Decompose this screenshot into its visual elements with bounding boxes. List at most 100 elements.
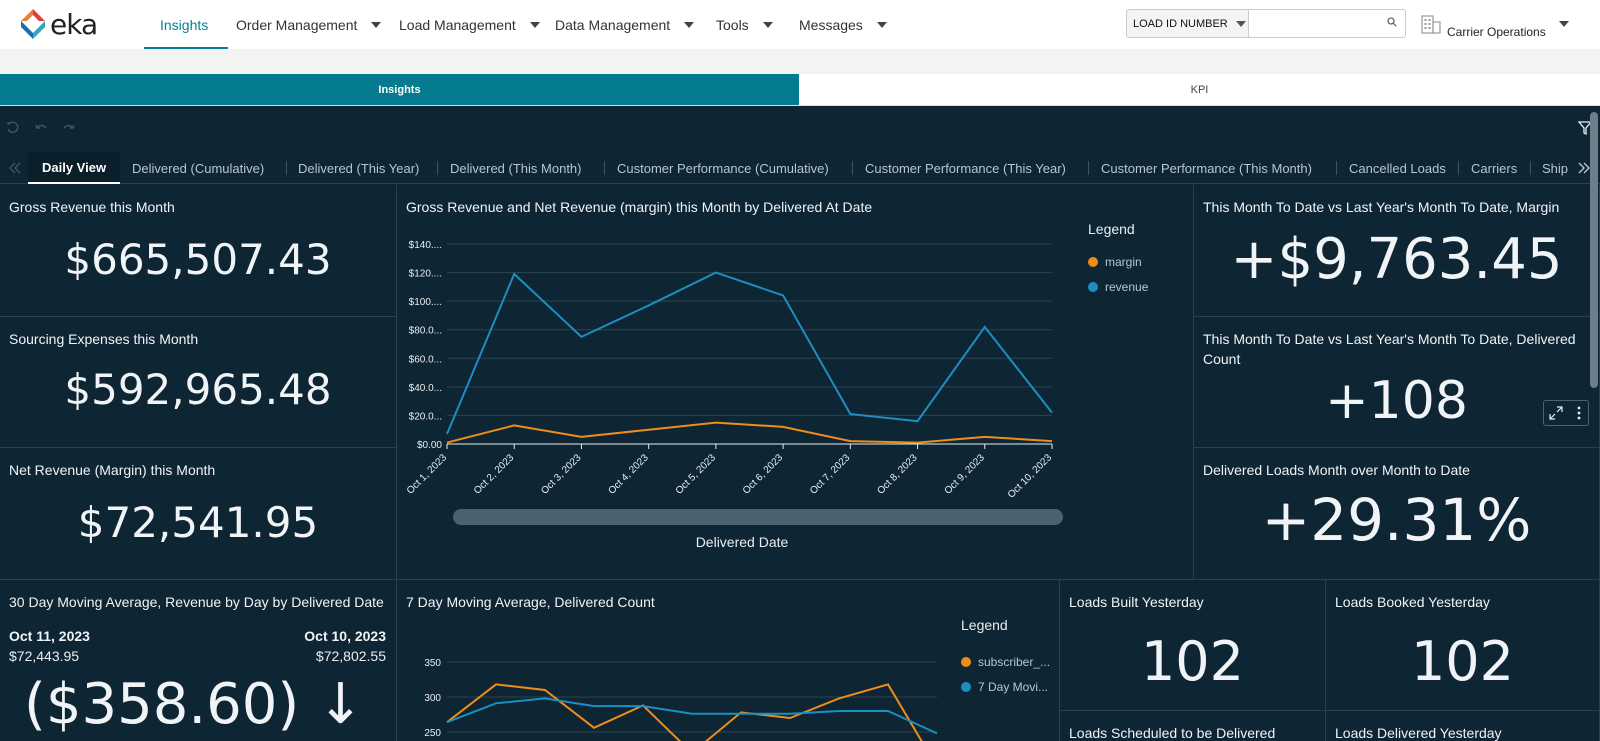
sheet-tab-customer-this-year[interactable]: Customer Performance (This Year) bbox=[865, 160, 1066, 176]
y-tick-label: $40.0... bbox=[409, 383, 442, 394]
kpi-loads-scheduled[interactable]: Loads Scheduled to be Delivered bbox=[1060, 711, 1326, 741]
sheet-tab-delivered-cumulative[interactable]: Delivered (Cumulative) bbox=[132, 160, 265, 176]
kpi-net-revenue[interactable]: Net Revenue (Margin) this Month $72,541.… bbox=[0, 448, 397, 580]
chevrons-right-icon[interactable] bbox=[1576, 160, 1592, 176]
sheet-tab-ship[interactable]: Ship bbox=[1542, 160, 1569, 176]
moving-average-revenue[interactable]: 30 Day Moving Average, Revenue by Day by… bbox=[0, 580, 397, 741]
dashboard: Daily View Delivered (Cumulative) Delive… bbox=[0, 106, 1600, 741]
tab-kpi[interactable]: KPI bbox=[799, 74, 1600, 105]
nav-order-management-label: Order Management bbox=[236, 16, 358, 33]
expand-icon[interactable] bbox=[1549, 406, 1563, 420]
sheet-tab-delivered-this-year[interactable]: Delivered (This Year) bbox=[298, 160, 420, 176]
legend-label: margin bbox=[1105, 255, 1142, 269]
chart-title: 7 Day Moving Average, Delivered Count bbox=[406, 594, 655, 610]
tab-insights[interactable]: Insights bbox=[0, 74, 799, 105]
kpi-title: Loads Built Yesterday bbox=[1069, 594, 1204, 610]
eka-logo[interactable]: eka bbox=[20, 6, 110, 42]
kpi-loads-built[interactable]: Loads Built Yesterday 102 bbox=[1060, 580, 1326, 711]
sheet-tab-daily-view[interactable]: Daily View bbox=[28, 152, 121, 184]
y-tick-label: $140.... bbox=[409, 240, 442, 251]
tab-divider bbox=[1336, 161, 1337, 175]
x-axis-label: Delivered Date bbox=[695, 534, 789, 550]
nav-load-management[interactable]: Load Management bbox=[399, 0, 540, 49]
kpi-mtd-margin[interactable]: This Month To Date vs Last Year's Month … bbox=[1194, 185, 1600, 317]
kpi-title: This Month To Date vs Last Year's Month … bbox=[1203, 331, 1576, 367]
nav-data-management-label: Data Management bbox=[555, 16, 671, 33]
legend-item-subscriber[interactable]: subscriber_... bbox=[961, 655, 1050, 669]
kpi-value: $665,507.43 bbox=[64, 235, 332, 284]
undo-step-icon[interactable] bbox=[33, 120, 49, 136]
kpi-value: $72,541.95 bbox=[77, 498, 319, 547]
chart-range-slider[interactable] bbox=[453, 509, 1063, 525]
chart-7day-moving-average[interactable]: 7 Day Moving Average, Delivered Count 25… bbox=[397, 580, 1060, 741]
sheet-tab-cancelled-loads[interactable]: Cancelled Loads bbox=[1349, 160, 1446, 176]
chevron-down-icon[interactable] bbox=[1559, 21, 1569, 27]
kpi-sourcing-expenses[interactable]: Sourcing Expenses this Month $592,965.48 bbox=[0, 317, 397, 448]
kpi-mtd-delivered-count[interactable]: This Month To Date vs Last Year's Month … bbox=[1194, 317, 1600, 448]
kpi-value: $592,965.48 bbox=[64, 365, 332, 414]
search-input[interactable] bbox=[1249, 9, 1406, 38]
delta-value: ($358.60) ↓ bbox=[24, 672, 364, 737]
series-line-margin bbox=[446, 421, 1053, 444]
kpi-loads-delivered-yesterday[interactable]: Loads Delivered Yesterday bbox=[1326, 711, 1600, 741]
kpi-value: +108 bbox=[1325, 371, 1468, 431]
redo-icon[interactable] bbox=[61, 120, 77, 136]
sheet-tab-delivered-this-month[interactable]: Delivered (This Month) bbox=[450, 160, 582, 176]
search-type-select[interactable]: LOAD ID NUMBER bbox=[1126, 9, 1249, 38]
legend-dot bbox=[961, 657, 971, 667]
kpi-title: This Month To Date vs Last Year's Month … bbox=[1203, 199, 1560, 215]
x-tick-label: Oct 7, 2023 bbox=[808, 452, 853, 497]
tab-divider bbox=[1530, 161, 1531, 175]
x-tick-label: Oct 5, 2023 bbox=[674, 452, 719, 497]
undo-icon[interactable] bbox=[5, 120, 21, 136]
top-navigation: eka Insights Order Management Load Manag… bbox=[0, 0, 1600, 49]
account-name[interactable]: Carrier Operations bbox=[1447, 25, 1546, 39]
kpi-title: Loads Booked Yesterday bbox=[1335, 594, 1490, 610]
tab-divider bbox=[604, 161, 605, 175]
legend-item-7day[interactable]: 7 Day Movi... bbox=[961, 680, 1048, 694]
chevron-down-icon bbox=[529, 21, 540, 28]
kpi-loads-booked[interactable]: Loads Booked Yesterday 102 bbox=[1326, 580, 1600, 711]
y-tick-label: $120.... bbox=[409, 269, 442, 280]
nav-messages-label: Messages bbox=[799, 16, 863, 33]
chevron-down-icon bbox=[762, 21, 773, 28]
scrollbar[interactable] bbox=[1590, 112, 1598, 388]
kpi-value: 102 bbox=[1140, 630, 1245, 693]
tab-divider bbox=[1088, 161, 1089, 175]
sheet-tab-carriers[interactable]: Carriers bbox=[1471, 160, 1518, 176]
nav-messages[interactable]: Messages bbox=[799, 0, 887, 49]
chevrons-left-icon[interactable] bbox=[7, 160, 23, 176]
chevron-down-icon bbox=[684, 21, 695, 28]
search-icon[interactable] bbox=[1387, 17, 1397, 27]
current-date: Oct 11, 2023 bbox=[9, 628, 90, 644]
sheet-tab-customer-this-month[interactable]: Customer Performance (This Month) bbox=[1101, 160, 1312, 176]
previous-value: $72,802.55 bbox=[315, 648, 386, 664]
legend-title: Legend bbox=[1088, 221, 1135, 237]
nav-data-management[interactable]: Data Management bbox=[555, 0, 695, 49]
more-vertical-icon[interactable] bbox=[1572, 406, 1586, 420]
legend-item-margin[interactable]: margin bbox=[1088, 255, 1142, 269]
kpi-gross-revenue[interactable]: Gross Revenue this Month $665,507.43 bbox=[0, 185, 397, 317]
nav-load-management-label: Load Management bbox=[399, 16, 516, 33]
chart-revenue-margin[interactable]: Gross Revenue and Net Revenue (margin) t… bbox=[397, 185, 1194, 580]
nav-order-management[interactable]: Order Management bbox=[236, 0, 382, 49]
sheet-tab-customer-cumulative[interactable]: Customer Performance (Cumulative) bbox=[617, 160, 829, 176]
moving-average-chart-svg: 250 300 350 bbox=[424, 658, 938, 741]
x-tick-label: Oct 1, 2023 bbox=[405, 452, 450, 497]
y-tick-label: $60.0... bbox=[409, 354, 442, 365]
nav-tools[interactable]: Tools bbox=[716, 0, 773, 49]
search-type-label: LOAD ID NUMBER bbox=[1133, 17, 1228, 30]
logo-text: eka bbox=[50, 7, 98, 41]
kpi-value: +29.31% bbox=[1261, 486, 1532, 554]
x-tick-label: Oct 6, 2023 bbox=[741, 452, 786, 497]
x-tick-label: Oct 4, 2023 bbox=[606, 452, 651, 497]
y-tick-label: $0.00 bbox=[417, 440, 442, 451]
chart-title: Gross Revenue and Net Revenue (margin) t… bbox=[406, 199, 873, 215]
revenue-chart-svg: $0.00 $20.0... $40.0... $60.0... $80.0... $10… bbox=[405, 240, 1055, 501]
legend-item-revenue[interactable]: revenue bbox=[1088, 280, 1148, 294]
nav-insights[interactable]: Insights bbox=[143, 0, 229, 49]
kpi-month-over-month[interactable]: Delivered Loads Month over Month to Date… bbox=[1194, 448, 1600, 580]
y-tick-label: 250 bbox=[424, 728, 441, 739]
kpi-title: Net Revenue (Margin) this Month bbox=[9, 462, 216, 478]
series-line-7 Day Movi... bbox=[446, 697, 938, 735]
